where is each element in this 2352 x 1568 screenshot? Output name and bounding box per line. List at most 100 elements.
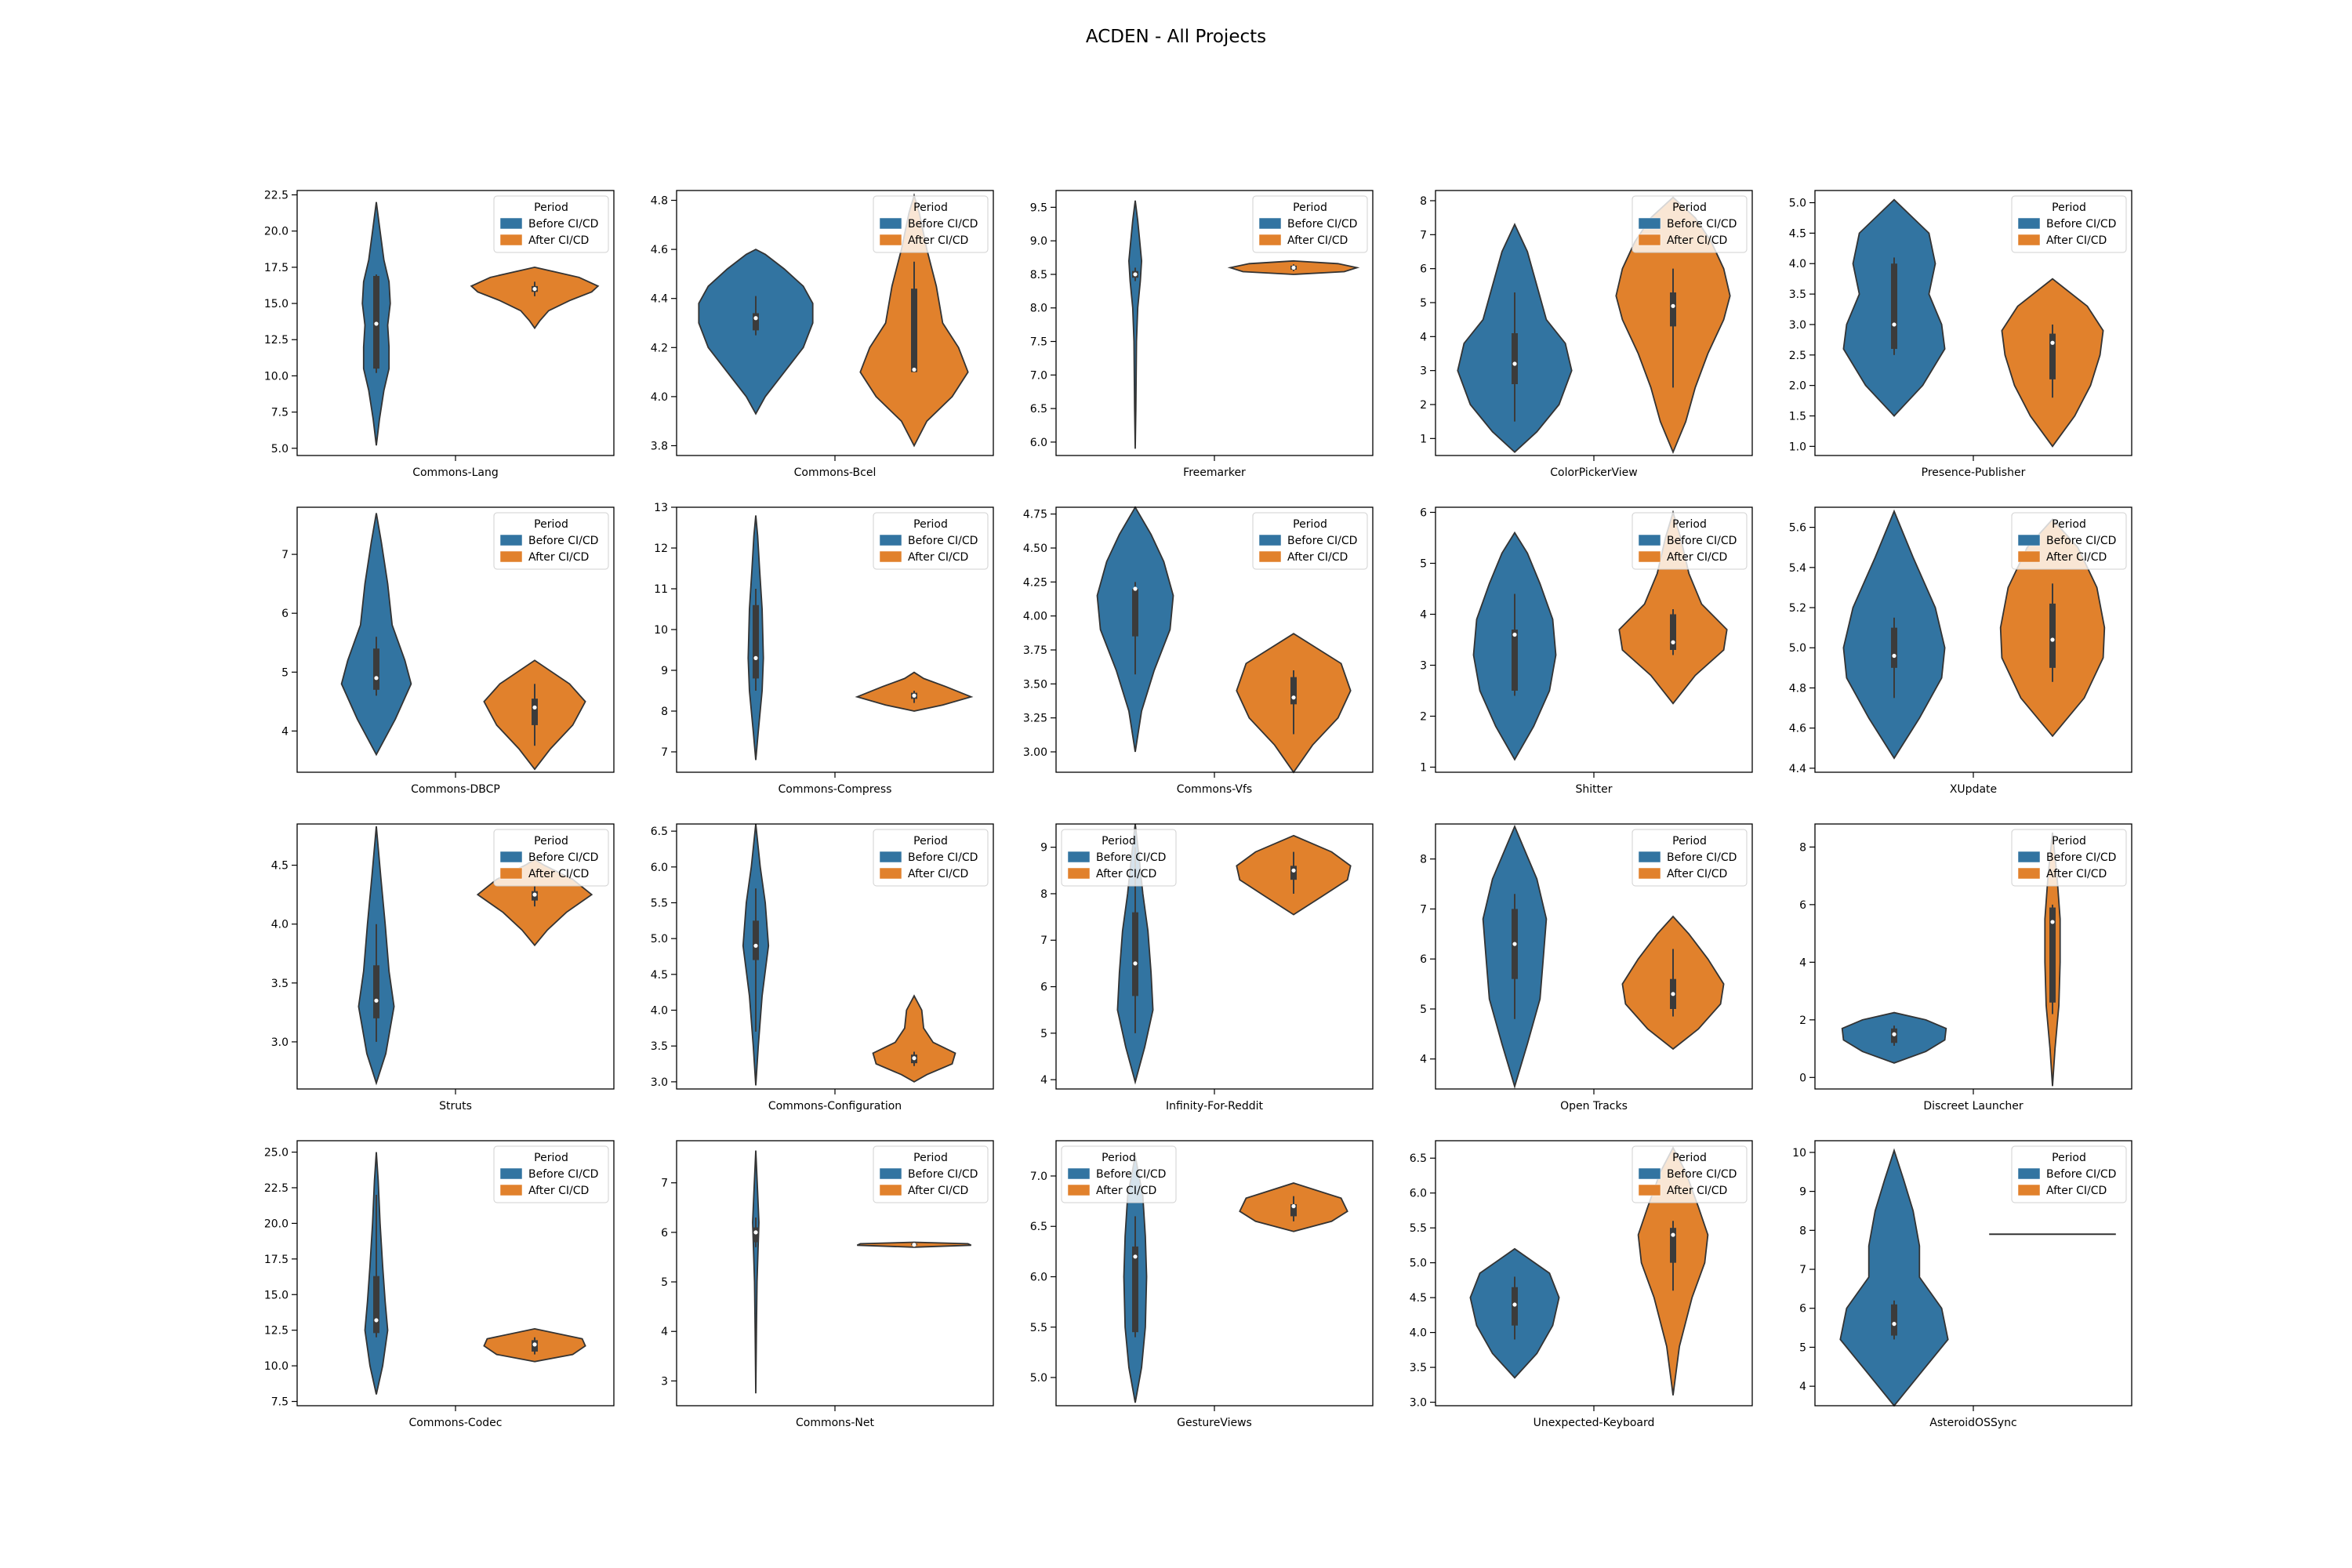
- legend-label-before: Before CI/CD: [528, 218, 598, 230]
- legend-label-after: After CI/CD: [1096, 1185, 1156, 1197]
- y-tick-label: 15.0: [264, 298, 289, 310]
- y-tick-label: 4: [1420, 609, 1427, 622]
- y-tick-label: 5.0: [1789, 198, 1806, 210]
- y-tick-label: 7: [1799, 1264, 1806, 1276]
- median-marker: [2050, 637, 2055, 642]
- x-category-label: Commons-Configuration: [768, 1100, 902, 1112]
- y-tick-label: 4.8: [651, 195, 668, 208]
- legend-swatch-before: [2017, 851, 2041, 863]
- legend-swatch-before: [1067, 851, 1091, 863]
- y-tick-label: 5.0: [1030, 1372, 1047, 1385]
- legend: Period Before CI/CD After CI/CD: [2011, 512, 2127, 570]
- iqr-box: [1132, 1246, 1138, 1333]
- median-marker: [374, 676, 379, 681]
- legend-swatch-after: [1258, 234, 1282, 246]
- legend-label-before: Before CI/CD: [1096, 851, 1166, 864]
- median-marker: [2050, 340, 2055, 345]
- legend-swatch-after: [1638, 867, 1661, 880]
- legend-swatch-before: [499, 1167, 523, 1180]
- y-tick-label: 3.50: [1023, 678, 1047, 691]
- legend-label-before: Before CI/CD: [908, 218, 978, 230]
- median-marker: [1291, 265, 1296, 270]
- legend: Period Before CI/CD After CI/CD: [2011, 829, 2127, 887]
- x-category-label: ColorPickerView: [1550, 466, 1637, 479]
- median-marker: [1291, 695, 1296, 700]
- legend: Period Before CI/CD After CI/CD: [873, 195, 989, 253]
- y-tick-label: 4: [661, 1326, 668, 1338]
- y-tick-label: 5.2: [1789, 602, 1806, 615]
- median-marker: [1671, 640, 1675, 644]
- y-tick-label: 7: [1420, 903, 1427, 916]
- y-tick-label: 5: [281, 666, 289, 679]
- median-marker: [1133, 586, 1138, 591]
- legend-label-after: After CI/CD: [2046, 1185, 2107, 1197]
- y-tick-label: 5: [1420, 1004, 1427, 1016]
- legend-label-before: Before CI/CD: [1667, 1168, 1737, 1181]
- violin-after: [470, 266, 600, 330]
- median-marker: [1512, 361, 1517, 366]
- y-tick-label: 10: [654, 624, 668, 637]
- median-marker: [1291, 868, 1296, 873]
- legend-title: Period: [534, 201, 568, 214]
- iqr-box: [1670, 292, 1676, 327]
- legend-swatch-before: [879, 1167, 902, 1180]
- legend-label-before: Before CI/CD: [528, 1168, 598, 1181]
- y-tick-label: 8.0: [1030, 303, 1047, 315]
- legend-label-before: Before CI/CD: [1287, 535, 1357, 547]
- median-marker: [1892, 1032, 1896, 1036]
- legend-label-after: After CI/CD: [908, 868, 968, 880]
- y-tick-label: 6: [1799, 899, 1806, 912]
- violin-before: [340, 513, 412, 757]
- y-tick-label: 4.0: [651, 1005, 668, 1018]
- y-tick-label: 2: [1420, 399, 1427, 412]
- legend-title: Period: [534, 518, 568, 531]
- median-marker: [1671, 992, 1675, 996]
- y-tick-label: 12.5: [264, 334, 289, 347]
- legend-swatch-before: [2017, 534, 2041, 546]
- legend: Period Before CI/CD After CI/CD: [1061, 829, 1177, 887]
- y-tick-label: 4.0: [271, 919, 289, 931]
- legend-swatch-before: [499, 534, 523, 546]
- iqr-box: [753, 313, 759, 331]
- subplot-gestureviews: 5.0 5.5 6.0 6.5 7.0 GestureViews Period Before …: [1030, 1140, 1374, 1429]
- y-tick-label: 6: [1420, 953, 1427, 966]
- y-tick-label: 3.0: [271, 1036, 289, 1049]
- median-marker: [532, 1342, 537, 1347]
- median-marker: [374, 321, 379, 326]
- legend-label-before: Before CI/CD: [2046, 851, 2116, 864]
- y-tick-label: 4.0: [1410, 1327, 1427, 1340]
- y-tick-label: 7: [661, 746, 668, 759]
- y-tick-label: 3.75: [1023, 644, 1047, 657]
- legend-swatch-before: [879, 851, 902, 863]
- legend: Period Before CI/CD After CI/CD: [493, 1145, 609, 1203]
- violin-before: [1839, 1148, 1949, 1407]
- subplot-colorpickerview: 1 2 3 4 5 6 7 8 ColorPickerView Period Before CI/C…: [1420, 190, 1753, 479]
- legend-box: [493, 829, 609, 887]
- y-tick-label: 3.0: [1789, 319, 1806, 332]
- legend-title: Period: [1102, 835, 1136, 848]
- y-tick-label: 4.5: [1789, 227, 1806, 240]
- y-tick-label: 5.0: [1789, 642, 1806, 655]
- median-marker: [1133, 1254, 1138, 1259]
- iqr-box: [1670, 1228, 1676, 1263]
- iqr-box: [1670, 614, 1676, 650]
- legend-box: [1632, 1145, 1748, 1203]
- iqr-box: [1290, 866, 1297, 880]
- legend-swatch-after: [499, 1184, 523, 1196]
- legend-label-before: Before CI/CD: [2046, 535, 2116, 547]
- legend-box: [1061, 1145, 1177, 1203]
- median-marker: [753, 943, 758, 948]
- y-tick-label: 2.5: [1789, 350, 1806, 362]
- y-tick-label: 5: [1040, 1028, 1047, 1040]
- y-tick-label: 4.50: [1023, 543, 1047, 555]
- subplot-commons-vfs: 3.00 3.25 3.50 3.75 4.00 4.25 4.50 4.75 Commons-…: [1023, 506, 1374, 796]
- iqr-box: [1891, 1304, 1897, 1336]
- iqr-box: [1132, 589, 1138, 637]
- y-tick-label: 4: [1420, 1054, 1427, 1066]
- legend-label-after: After CI/CD: [1287, 551, 1348, 564]
- y-tick-label: 4.25: [1023, 576, 1047, 589]
- iqr-box: [753, 920, 759, 960]
- legend-title: Period: [1293, 201, 1327, 214]
- legend-label-after: After CI/CD: [1667, 1185, 1727, 1197]
- x-category-label: Open Tracks: [1560, 1100, 1628, 1112]
